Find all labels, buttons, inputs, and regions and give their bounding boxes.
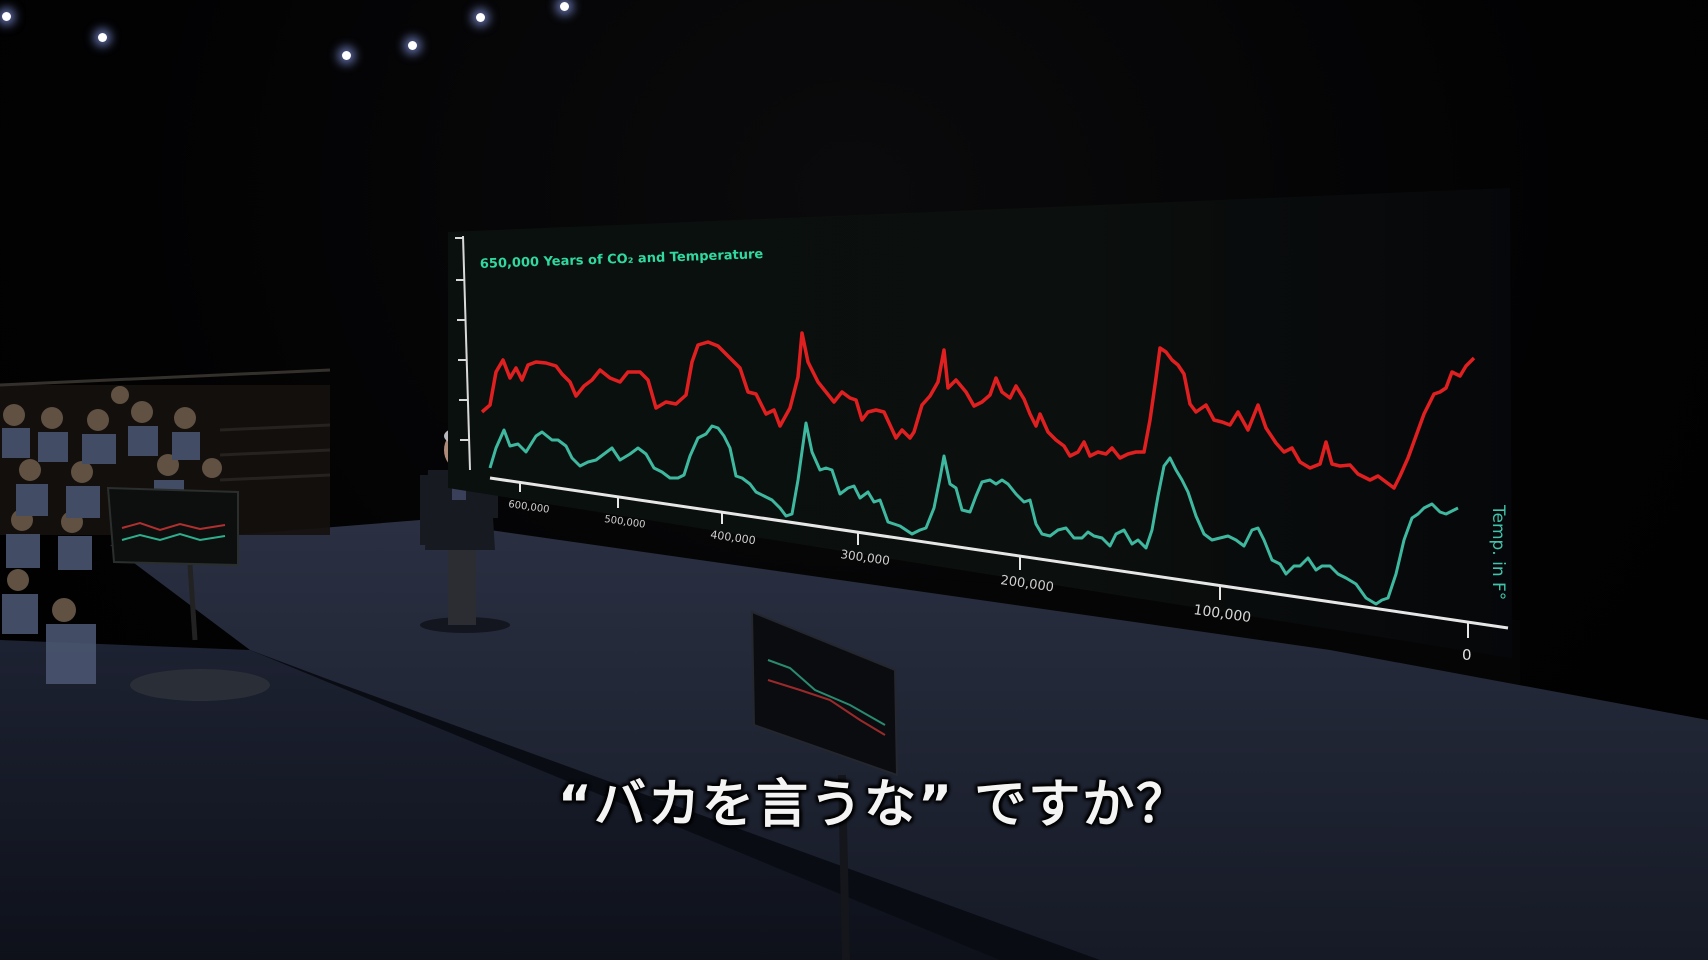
stage-floor (110, 520, 1708, 960)
co2-line (480, 331, 1476, 490)
ceiling-light (342, 51, 351, 60)
audience (0, 368, 331, 684)
left-axis (455, 235, 471, 471)
temperature-line (488, 421, 1459, 606)
temp-axis-label: Temp. in F° (1488, 504, 1508, 600)
confidence-monitor-center (750, 610, 899, 960)
ceiling-light (98, 33, 107, 42)
time-axis (489, 476, 1509, 638)
x-tick-label: 200,000 (999, 573, 1054, 595)
x-tick-label: 300,000 (840, 547, 891, 568)
x-tick-label: 400,000 (710, 528, 757, 547)
ceiling-light (560, 2, 569, 11)
subtitle: “バカを言うな” ですか？ (557, 775, 1191, 835)
ceiling-light (476, 13, 485, 22)
x-tick-label: 100,000 (1192, 602, 1252, 626)
ceiling-light (2, 12, 11, 21)
confidence-monitor-left (106, 486, 270, 701)
ceiling-light (408, 41, 417, 50)
x-tick-label: 0 (1462, 646, 1472, 664)
